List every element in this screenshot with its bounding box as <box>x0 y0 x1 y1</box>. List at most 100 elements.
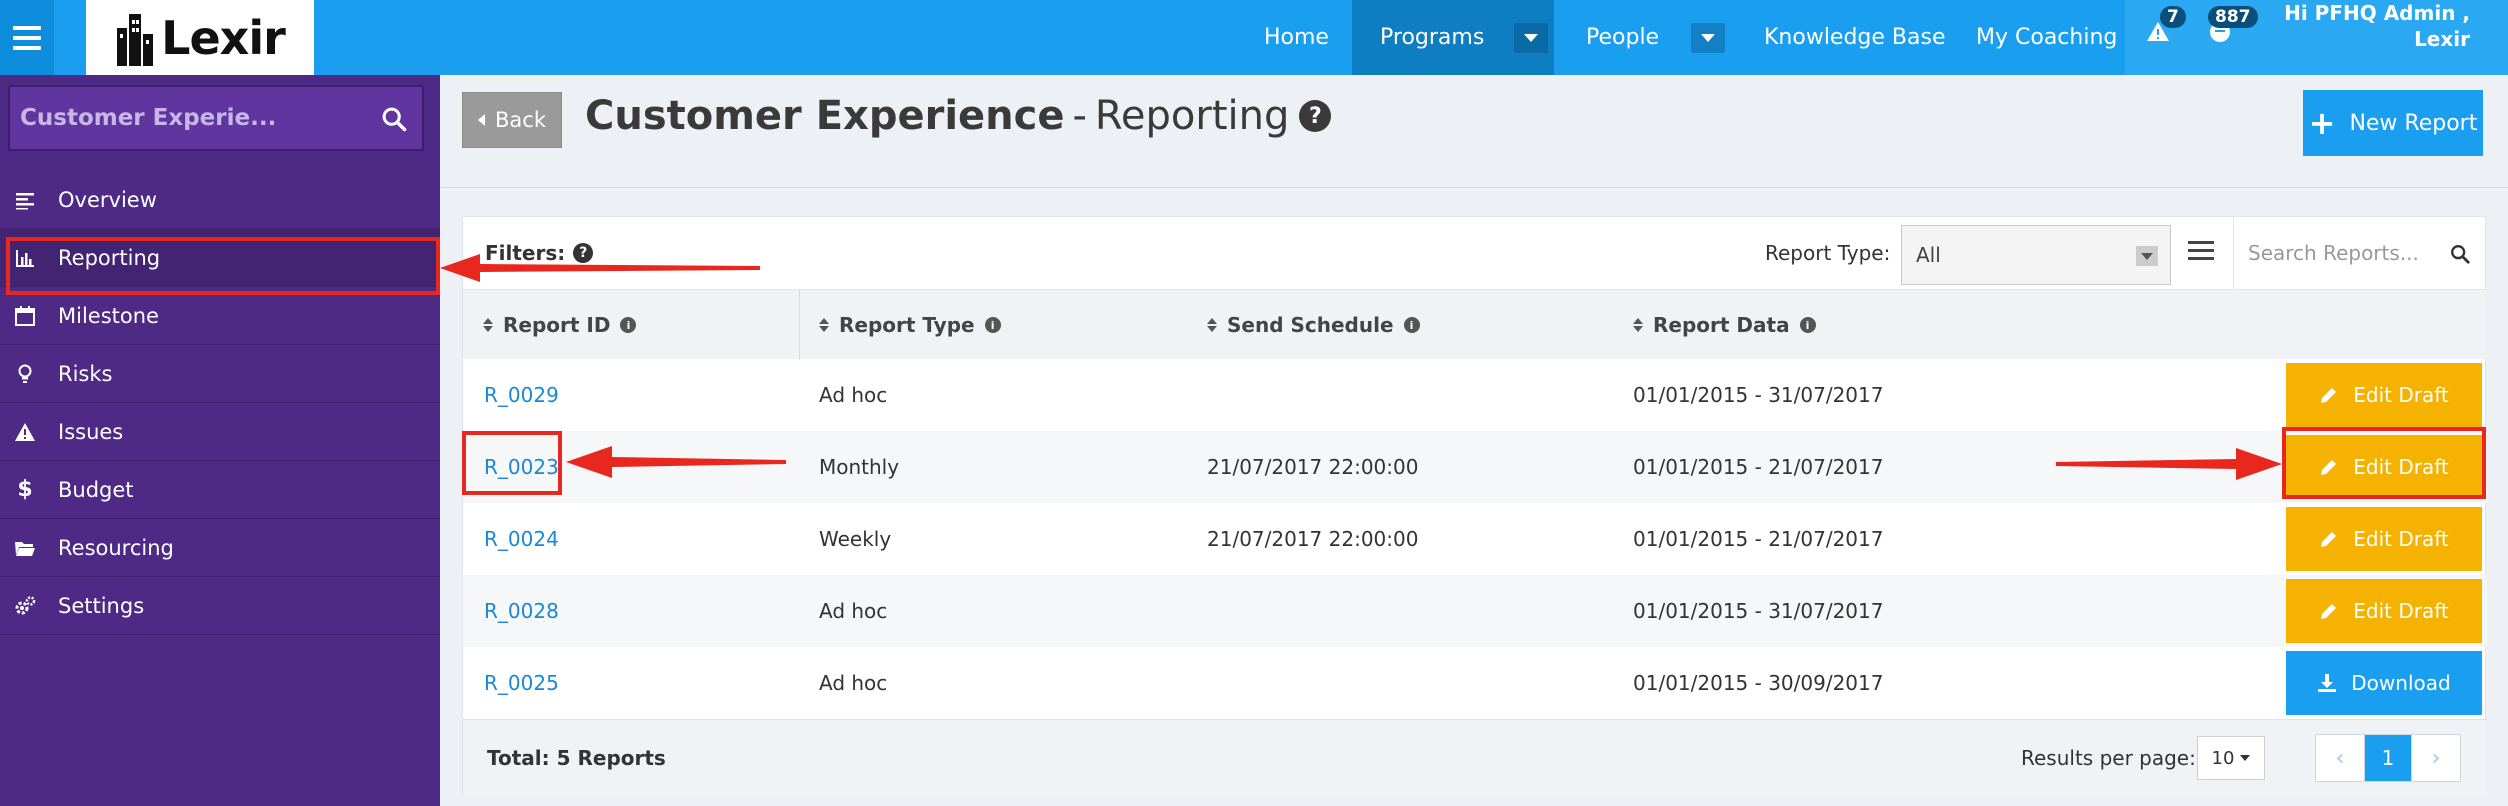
gears-icon <box>14 595 36 617</box>
report-data-cell: 01/01/2015 - 21/07/2017 <box>1633 527 1884 551</box>
folder-open-icon <box>14 537 36 559</box>
edit-draft-label: Edit Draft <box>2353 383 2449 407</box>
user-greeting: Hi PFHQ Admin , <box>2284 1 2470 25</box>
column-header-label: Report ID <box>503 313 611 337</box>
messages-count-badge: 887 <box>2208 6 2258 28</box>
report-type-label: Report Type: <box>1765 241 1891 265</box>
reports-panel: Filters: ? Report Type: All Search Repor… <box>462 216 2487 797</box>
report-id-link[interactable]: R_0025 <box>484 671 559 695</box>
table-row: R_0024 Weekly 21/07/2017 22:00:00 01/01/… <box>463 503 2487 575</box>
column-header-report-id[interactable]: Report ID i <box>483 290 637 360</box>
report-data-cell: 01/01/2015 - 30/09/2017 <box>1633 671 1884 695</box>
edit-draft-button[interactable]: Edit Draft <box>2286 507 2482 571</box>
report-type-select[interactable]: All <box>1901 225 2171 285</box>
sidebar-item-label: Milestone <box>58 303 159 328</box>
warning-icon <box>2147 22 2169 41</box>
download-label: Download <box>2351 671 2451 695</box>
edit-draft-button[interactable]: Edit Draft <box>2286 363 2482 427</box>
results-per-page-select[interactable]: 10 <box>2197 736 2265 780</box>
people-dropdown-caret-icon[interactable] <box>1691 22 1726 53</box>
total-reports: Total: 5 Reports <box>487 746 666 770</box>
help-icon[interactable]: ? <box>1299 100 1332 132</box>
table-row: R_0025 Ad hoc 01/01/2015 - 30/09/2017 Do… <box>463 647 2487 719</box>
sidebar-item-risks[interactable]: Risks <box>0 345 440 403</box>
edit-draft-label: Edit Draft <box>2353 455 2449 479</box>
filters-label-text: Filters: <box>485 241 566 265</box>
building-logo-icon <box>117 13 154 66</box>
report-type-cell: Ad hoc <box>819 671 888 695</box>
sidebar-item-label: Resourcing <box>58 535 174 560</box>
edit-draft-button[interactable]: Edit Draft <box>2286 579 2482 643</box>
next-page-chevron-right-icon[interactable]: › <box>2412 735 2460 781</box>
caret-left-icon <box>478 114 485 126</box>
program-search-input[interactable]: Customer Experie... <box>8 85 424 151</box>
top-navbar: Lexir Home Programs People Knowledge Bas… <box>0 0 2508 75</box>
report-id-link[interactable]: R_0023 <box>484 455 559 479</box>
sort-icon <box>483 318 493 332</box>
logo[interactable]: Lexir <box>86 0 314 75</box>
search-icon[interactable] <box>2449 243 2471 265</box>
sidebar-item-milestone[interactable]: Milestone <box>0 287 440 345</box>
sidebar-item-settings[interactable]: Settings <box>0 577 440 635</box>
calendar-icon <box>14 305 36 327</box>
info-icon: i <box>620 317 637 333</box>
page-title: Customer Experience - Reporting ? <box>585 93 1332 139</box>
results-per-page-label: Results per page: <box>2021 746 2196 770</box>
page-number-current[interactable]: 1 <box>2364 735 2412 781</box>
sidebar-item-label: Overview <box>58 187 157 212</box>
nav-my-coaching[interactable]: My Coaching <box>1976 25 2118 50</box>
plus-icon: + <box>2308 104 2336 142</box>
filters-help-icon[interactable]: ? <box>573 243 594 263</box>
report-id-link[interactable]: R_0028 <box>484 599 559 623</box>
edit-draft-button[interactable]: Edit Draft <box>2286 435 2482 499</box>
programs-dropdown-caret-icon[interactable] <box>1514 22 1549 53</box>
download-icon <box>2318 674 2337 692</box>
sidebar-item-resourcing[interactable]: Resourcing <box>0 519 440 577</box>
table-row: R_0028 Ad hoc 01/01/2015 - 31/07/2017 Ed… <box>463 575 2487 647</box>
nav-programs[interactable]: Programs <box>1352 0 1554 75</box>
column-header-send-schedule[interactable]: Send Schedule i <box>1207 290 1420 360</box>
sidebar-item-label: Settings <box>58 593 145 618</box>
sidebar-item-overview[interactable]: Overview <box>0 171 440 229</box>
sidebar-item-issues[interactable]: Issues <box>0 403 440 461</box>
report-id-link[interactable]: R_0024 <box>484 527 559 551</box>
sort-icon <box>1633 318 1643 332</box>
search-reports-input[interactable]: Search Reports... <box>2233 217 2487 289</box>
column-header-report-type[interactable]: Report Type i <box>819 290 1001 360</box>
info-icon: i <box>1403 317 1420 333</box>
user-menu[interactable]: Hi PFHQ Admin , Lexir <box>2270 0 2470 52</box>
page-title-section: Reporting <box>1094 93 1290 139</box>
new-report-button[interactable]: + New Report <box>2303 90 2483 156</box>
report-type-value: All <box>1916 243 1941 267</box>
nav-home[interactable]: Home <box>1264 25 1329 50</box>
messages[interactable]: 887 <box>2208 6 2258 48</box>
pencil-icon <box>2321 532 2337 547</box>
pencil-icon <box>2321 604 2337 619</box>
header-divider <box>440 187 2508 188</box>
bar-chart-icon <box>14 247 36 269</box>
annotation-highlight-report-id <box>462 431 562 495</box>
nav-people[interactable]: People <box>1554 0 1726 75</box>
alerts[interactable]: 7 <box>2146 6 2186 48</box>
column-header-report-data[interactable]: Report Data i <box>1633 290 1816 360</box>
report-data-cell: 01/01/2015 - 31/07/2017 <box>1633 599 1884 623</box>
annotation-arrow-right-icon <box>2056 448 2282 480</box>
report-type-cell: Ad hoc <box>819 599 888 623</box>
sort-icon <box>819 318 829 332</box>
download-button[interactable]: Download <box>2286 651 2482 715</box>
nav-knowledge-base[interactable]: Knowledge Base <box>1764 25 1946 50</box>
page-title-program: Customer Experience <box>585 93 1065 139</box>
back-button[interactable]: Back <box>462 92 562 148</box>
search-reports-placeholder: Search Reports... <box>2248 241 2419 265</box>
info-icon: i <box>984 317 1001 333</box>
report-data-cell: 01/01/2015 - 21/07/2017 <box>1633 455 1884 479</box>
report-id-link[interactable]: R_0029 <box>484 383 559 407</box>
dollar-icon: $ <box>17 477 33 502</box>
chevron-down-icon <box>2136 246 2158 266</box>
sidebar-item-budget[interactable]: $ Budget <box>0 461 440 519</box>
column-menu-icon[interactable] <box>2188 241 2214 260</box>
search-icon[interactable] <box>380 105 408 133</box>
back-button-label: Back <box>495 108 546 132</box>
prev-page-chevron-left-icon[interactable]: ‹ <box>2316 735 2364 781</box>
hamburger-menu-icon[interactable] <box>0 0 54 75</box>
